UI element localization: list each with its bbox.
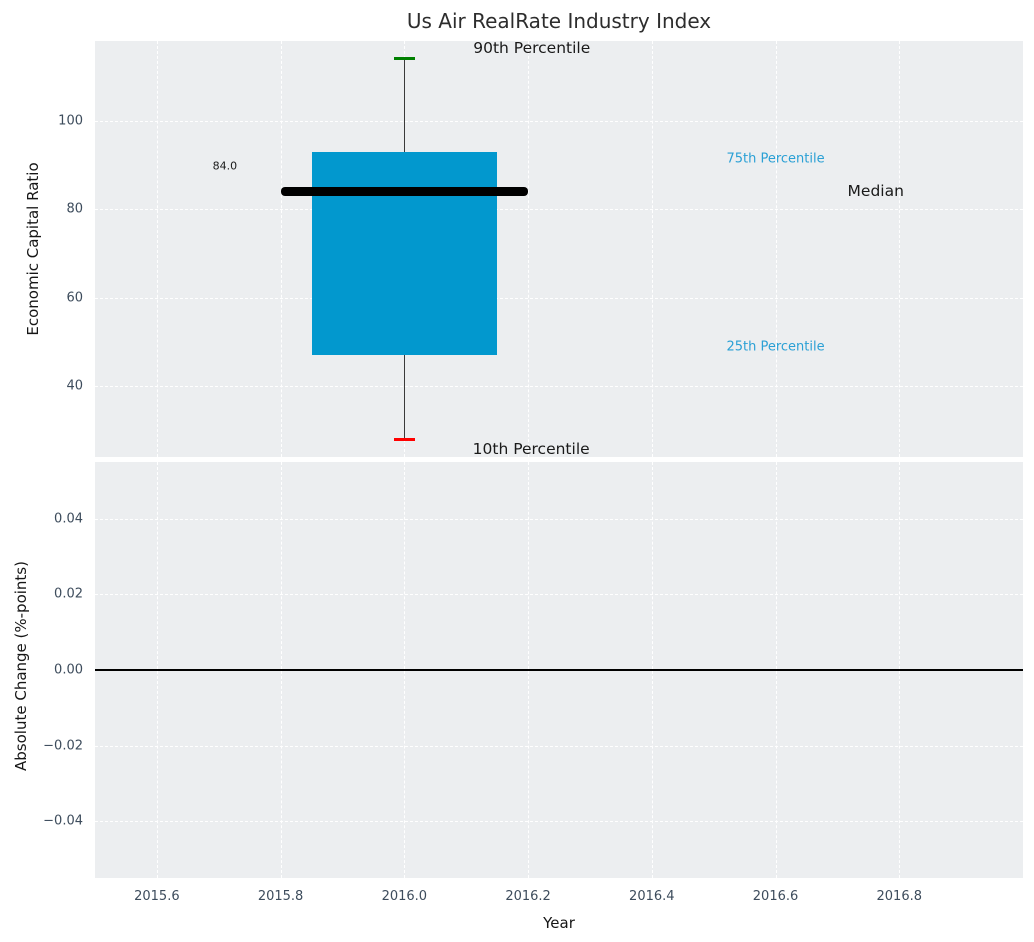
y-gridline xyxy=(95,594,1023,596)
y-tick-label: 0.00 xyxy=(54,662,83,678)
top-axes: 90th Percentile 75th Percentile Median 25th… xyxy=(95,39,1023,459)
x-gridline xyxy=(651,41,653,457)
y-gridline xyxy=(95,821,1023,823)
y-tick-label: 100 xyxy=(58,113,83,129)
y-gridline xyxy=(95,386,1023,388)
y-tick-label: −0.04 xyxy=(43,813,83,829)
whisker-cap-10th xyxy=(393,437,416,441)
y-tick-label: 40 xyxy=(66,378,83,394)
x-tick-label: 2016.6 xyxy=(752,889,799,904)
y-tick-label: 0.04 xyxy=(54,511,83,527)
y-gridline xyxy=(95,120,1023,122)
y-gridline xyxy=(95,297,1023,299)
annotation-84-0: 84.0 xyxy=(212,159,238,173)
x-tick-label: 2015.6 xyxy=(134,889,180,904)
annotation-median: Median xyxy=(847,182,904,201)
x-tick-label: 2016.8 xyxy=(876,889,923,904)
x-gridline xyxy=(528,41,530,457)
x-gridline xyxy=(899,41,901,457)
y-tick-label: 0.02 xyxy=(54,586,83,602)
top-y-axis-label: Economic Capital Ratio xyxy=(24,162,42,336)
x-tick-label: 2016.2 xyxy=(505,889,551,904)
bottom-axes xyxy=(95,462,1023,878)
annotation-10th-percentile: 10th Percentile xyxy=(472,440,590,459)
box-iqr xyxy=(311,151,498,356)
x-gridline xyxy=(156,41,158,457)
median-line xyxy=(280,186,529,196)
y-tick-label: 80 xyxy=(66,201,83,217)
x-tick-label: 2015.8 xyxy=(257,889,304,904)
y-gridline xyxy=(95,745,1023,747)
annotation-75th-percentile: 75th Percentile xyxy=(726,151,825,167)
y-gridline xyxy=(95,209,1023,211)
x-axis-label: Year xyxy=(543,914,575,932)
x-tick-label: 2016.4 xyxy=(629,889,675,904)
annotation-90th-percentile: 90th Percentile xyxy=(473,39,591,58)
chart-title: Us Air RealRate Industry Index xyxy=(406,9,712,33)
y-gridline xyxy=(95,518,1023,520)
whisker-cap-90th xyxy=(393,57,416,61)
y-tick-label: −0.02 xyxy=(43,738,83,754)
annotation-25th-percentile: 25th Percentile xyxy=(726,339,825,355)
x-tick-label: 2016.0 xyxy=(381,889,428,904)
y-tick-label: 60 xyxy=(66,290,83,306)
x-gridline xyxy=(280,41,282,457)
zero-line xyxy=(95,669,1023,671)
x-gridline xyxy=(775,41,777,457)
